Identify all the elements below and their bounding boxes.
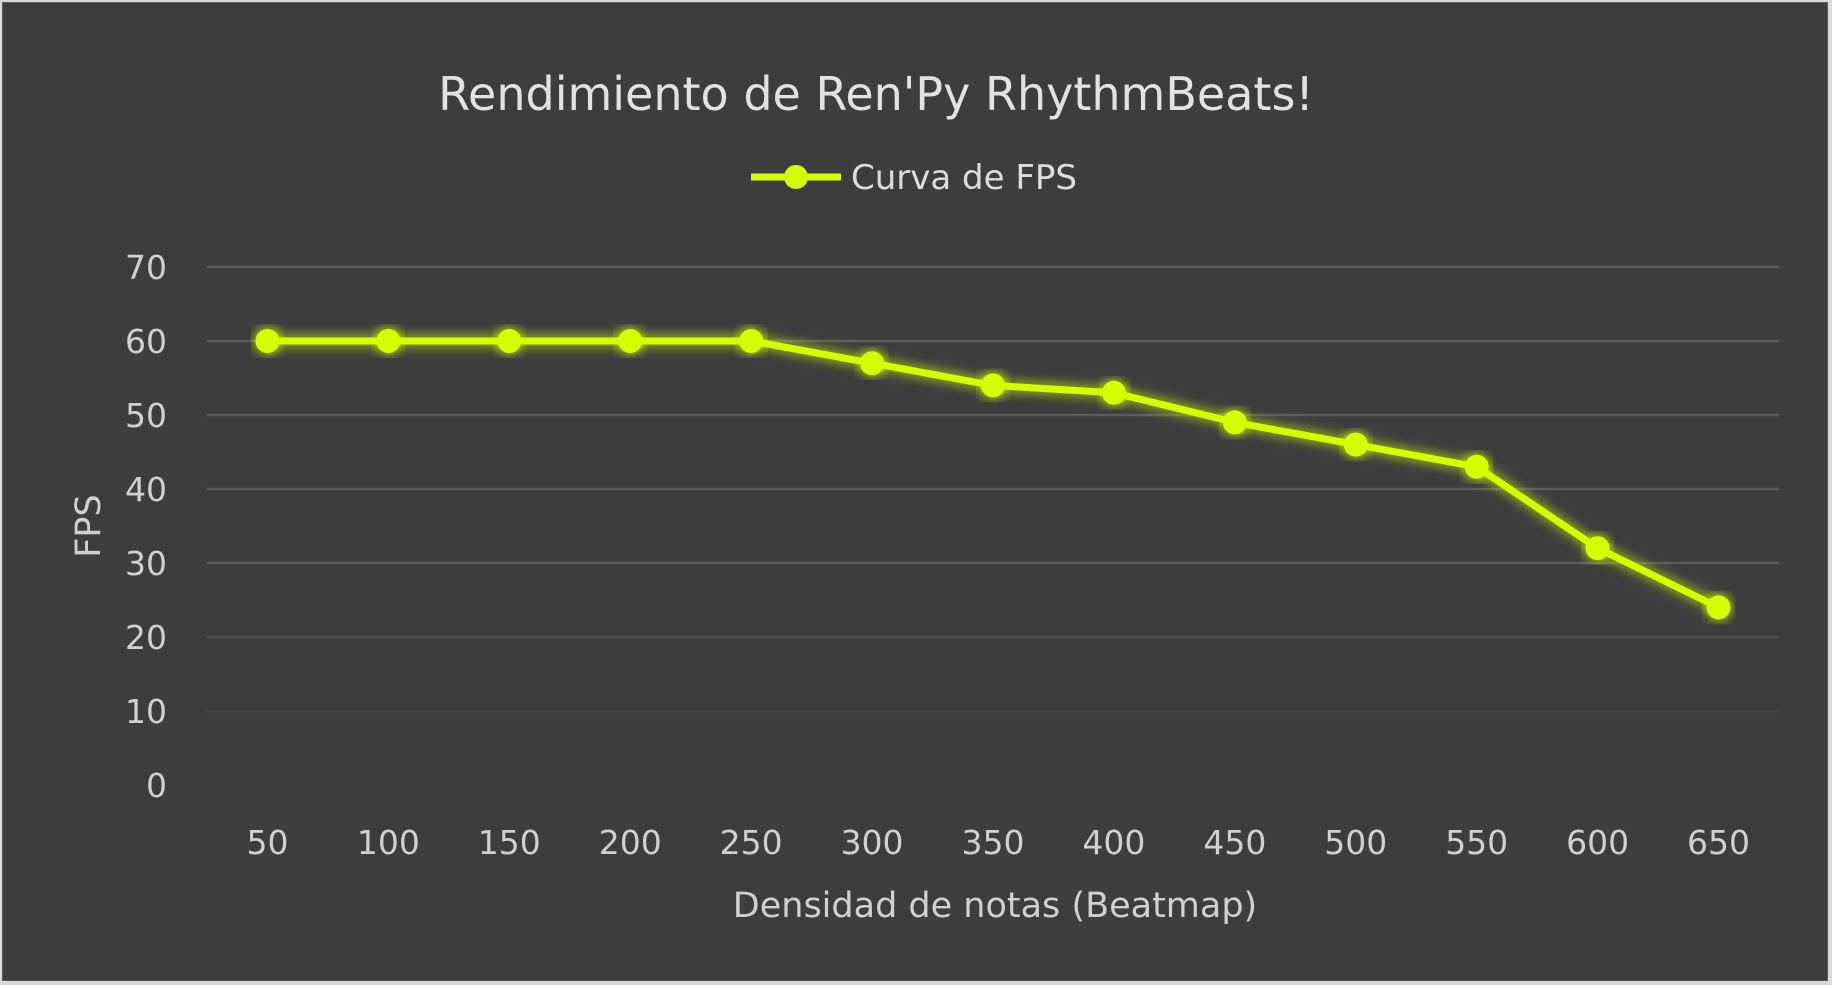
- x-tick-label-300: 300: [841, 823, 904, 862]
- data-point-550: [1464, 454, 1489, 479]
- data-point-150: [497, 329, 522, 353]
- y-tick-label-50: 50: [125, 396, 167, 435]
- data-point-100: [376, 329, 401, 353]
- data-point-300: [860, 351, 885, 376]
- y-tick-label-10: 10: [125, 692, 167, 731]
- x-tick-label-600: 600: [1566, 823, 1629, 862]
- legend-label: Curva de FPS: [851, 158, 1077, 198]
- legend-dot-marker: [784, 165, 808, 189]
- chart-title: Rendimiento de Ren'Py RhythmBeats!: [438, 67, 1314, 121]
- y-tick-label-30: 30: [125, 544, 167, 583]
- line-chart: Rendimiento de Ren'Py RhythmBeats! Curva…: [69, 67, 1781, 926]
- series-curva-de-fps: [255, 329, 1731, 620]
- grid: [205, 265, 1781, 713]
- data-point-500: [1343, 432, 1368, 457]
- x-tick-label-550: 550: [1445, 823, 1508, 862]
- x-tick-label-50: 50: [246, 823, 288, 862]
- data-point-350: [981, 373, 1005, 398]
- data-point-600: [1585, 536, 1610, 561]
- y-tick-label-40: 40: [125, 470, 167, 509]
- data-point-450: [1222, 410, 1247, 435]
- x-tick-label-200: 200: [599, 823, 662, 862]
- x-axis-title: Densidad de notas (Beatmap): [733, 886, 1257, 926]
- legend: Curva de FPS: [751, 158, 1077, 198]
- x-tick-label-650: 650: [1687, 823, 1750, 862]
- data-point-250: [739, 329, 764, 353]
- x-tick-label-100: 100: [357, 823, 420, 862]
- x-tick-label-350: 350: [962, 823, 1025, 862]
- x-tick-label-150: 150: [478, 823, 541, 862]
- x-tick-label-250: 250: [720, 823, 783, 862]
- data-point-50: [255, 329, 280, 353]
- y-tick-label-60: 60: [125, 322, 167, 361]
- x-tick-label-500: 500: [1324, 823, 1387, 862]
- y-tick-label-70: 70: [125, 248, 167, 287]
- y-axis-title: FPS: [69, 494, 109, 557]
- x-axis-ticks: 50 100 150 200 250 300 350 400 450 500 550 600 650: [246, 823, 1750, 862]
- y-tick-label-20: 20: [125, 618, 167, 657]
- x-tick-label-400: 400: [1082, 823, 1145, 862]
- data-point-400: [1101, 380, 1126, 405]
- y-axis-ticks: 0 10 20 30 40 50 60 70: [125, 248, 167, 805]
- y-tick-label-0: 0: [146, 766, 167, 805]
- data-point-650: [1706, 595, 1731, 620]
- x-tick-label-450: 450: [1203, 823, 1266, 862]
- data-point-200: [618, 329, 643, 353]
